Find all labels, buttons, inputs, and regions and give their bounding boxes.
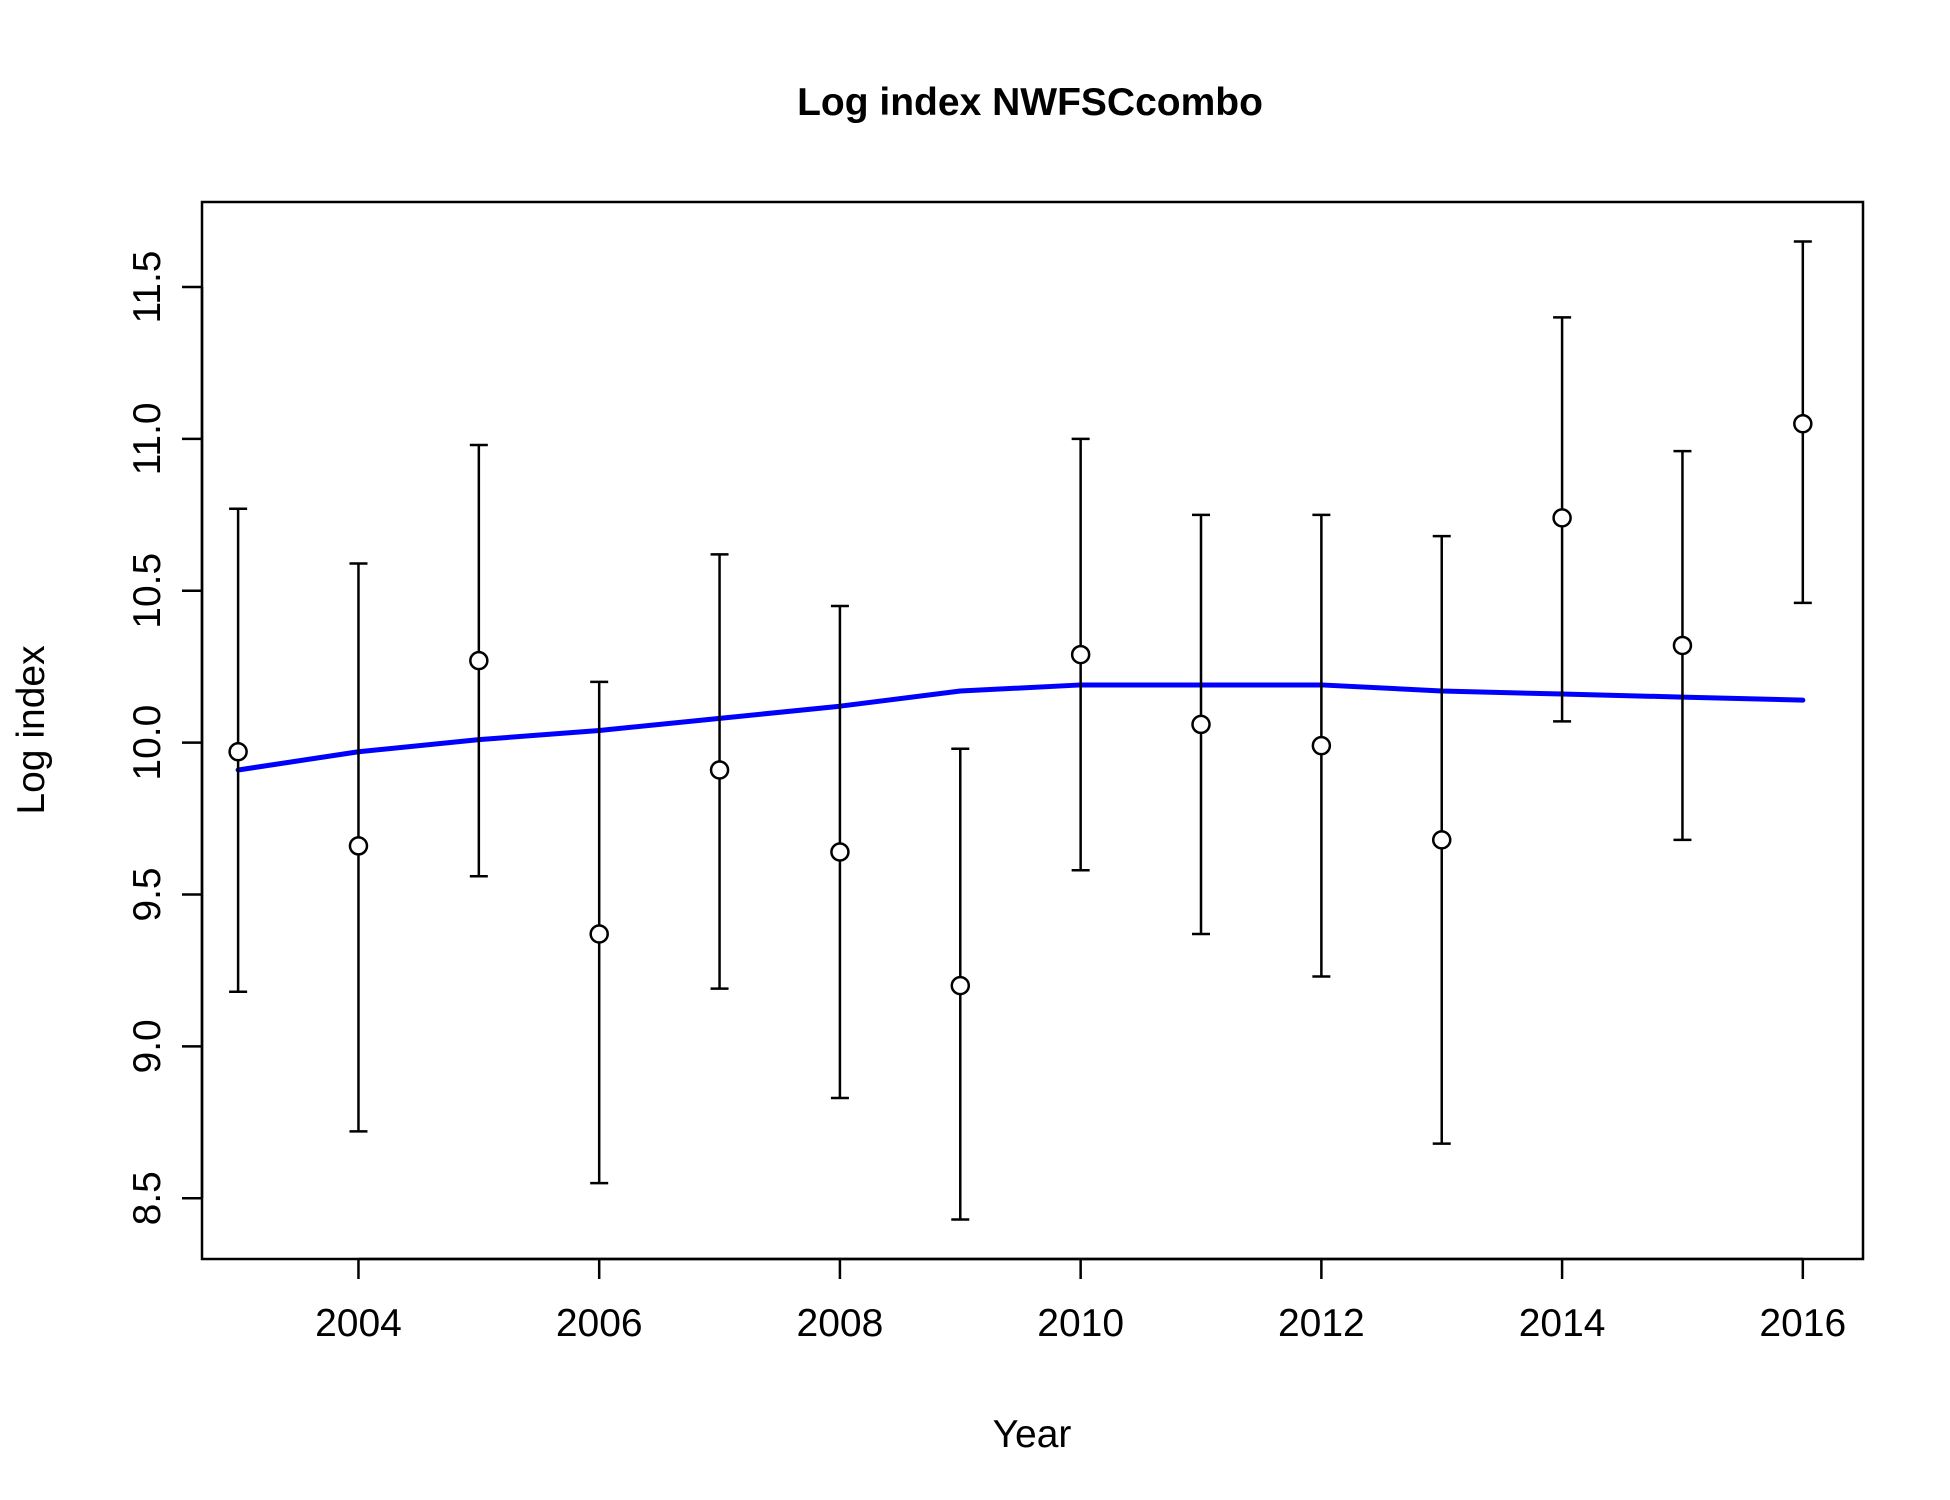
errorbar-layer [229,240,1812,1221]
x-tick-label: 2016 [1759,1302,1846,1345]
point-layer [228,413,1813,996]
y-axis-label: Log index [10,645,53,815]
x-tick-label: 2004 [315,1302,402,1345]
data-point [1191,714,1211,735]
x-axis-label: Year [993,1413,1072,1456]
data-point [589,924,609,944]
y-tick-label: 8.5 [126,1171,169,1225]
y-axis: 8.5 9.0 9.5 10.0 10.5 11.0 11.5 [126,251,204,1225]
x-axis: 2004 2006 2008 2010 2012 2014 2016 [315,1257,1846,1345]
y-tick-label: 10.5 [126,553,169,629]
data-point [348,836,369,856]
x-tick-label: 2008 [797,1302,884,1345]
data-point [469,650,489,671]
x-tick-label: 2006 [556,1302,643,1345]
y-tick-label: 9.0 [126,1019,169,1073]
y-tick-label: 11.5 [126,251,169,324]
x-tick-label: 2014 [1519,1302,1606,1345]
data-point [1672,635,1693,656]
data-point [1552,508,1572,528]
y-tick-label: 11.0 [126,402,169,475]
data-point [1070,644,1091,665]
data-point [228,742,248,762]
data-point [1431,830,1452,850]
y-tick-label: 10.0 [126,705,169,781]
x-tick-label: 2010 [1037,1302,1124,1345]
fitted-line [235,682,1806,773]
y-tick-label: 9.5 [126,867,169,921]
data-point [1311,735,1332,756]
data-point [950,975,971,996]
chart-title: Log index NWFSCcombo [797,81,1263,124]
data-point [709,760,730,780]
fitted-line-layer [235,682,1806,773]
plot-frame [200,200,1865,1261]
data-point [830,842,850,862]
data-point [1793,413,1813,434]
x-tick-label: 2012 [1278,1302,1365,1345]
